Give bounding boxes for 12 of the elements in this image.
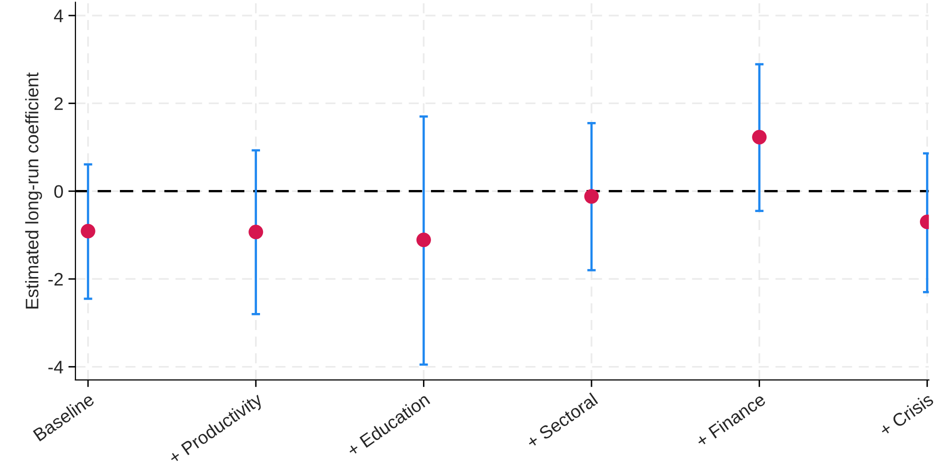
y-tick-label: -2 <box>48 272 63 286</box>
point <box>80 224 96 238</box>
y-tick-label: 0 <box>54 185 63 198</box>
y-tick-label: -4 <box>48 360 64 374</box>
point <box>584 189 599 204</box>
point <box>752 130 767 144</box>
point <box>416 232 431 248</box>
point <box>248 224 264 240</box>
x-tick-label: + Crisis <box>878 392 934 437</box>
y-axis-title: Estimated long-run coefficient <box>25 72 42 308</box>
y-tick-label: 4 <box>54 10 64 22</box>
y-tick-label: 2 <box>54 97 63 110</box>
